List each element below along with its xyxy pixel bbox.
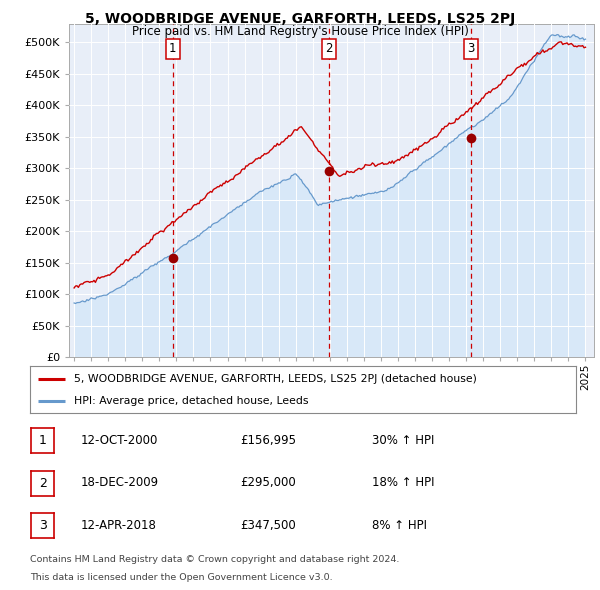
Text: This data is licensed under the Open Government Licence v3.0.: This data is licensed under the Open Gov… [30, 572, 332, 582]
Text: 8% ↑ HPI: 8% ↑ HPI [372, 519, 427, 532]
Text: HPI: Average price, detached house, Leeds: HPI: Average price, detached house, Leed… [74, 396, 308, 406]
Text: £347,500: £347,500 [240, 519, 296, 532]
Text: Contains HM Land Registry data © Crown copyright and database right 2024.: Contains HM Land Registry data © Crown c… [30, 555, 400, 564]
Text: 1: 1 [169, 42, 176, 55]
Text: 18% ↑ HPI: 18% ↑ HPI [372, 476, 434, 489]
Text: 1: 1 [38, 434, 47, 447]
Text: 5, WOODBRIDGE AVENUE, GARFORTH, LEEDS, LS25 2PJ: 5, WOODBRIDGE AVENUE, GARFORTH, LEEDS, L… [85, 12, 515, 26]
Text: 2: 2 [325, 42, 333, 55]
Text: 12-APR-2018: 12-APR-2018 [81, 519, 157, 532]
Text: 5, WOODBRIDGE AVENUE, GARFORTH, LEEDS, LS25 2PJ (detached house): 5, WOODBRIDGE AVENUE, GARFORTH, LEEDS, L… [74, 374, 476, 384]
Text: 3: 3 [38, 519, 47, 532]
Text: £156,995: £156,995 [240, 434, 296, 447]
Text: 2: 2 [38, 477, 47, 490]
Text: 30% ↑ HPI: 30% ↑ HPI [372, 434, 434, 447]
Text: 3: 3 [467, 42, 475, 55]
Text: 18-DEC-2009: 18-DEC-2009 [81, 476, 159, 489]
Text: £295,000: £295,000 [240, 476, 296, 489]
Text: Price paid vs. HM Land Registry's House Price Index (HPI): Price paid vs. HM Land Registry's House … [131, 25, 469, 38]
Text: 12-OCT-2000: 12-OCT-2000 [81, 434, 158, 447]
